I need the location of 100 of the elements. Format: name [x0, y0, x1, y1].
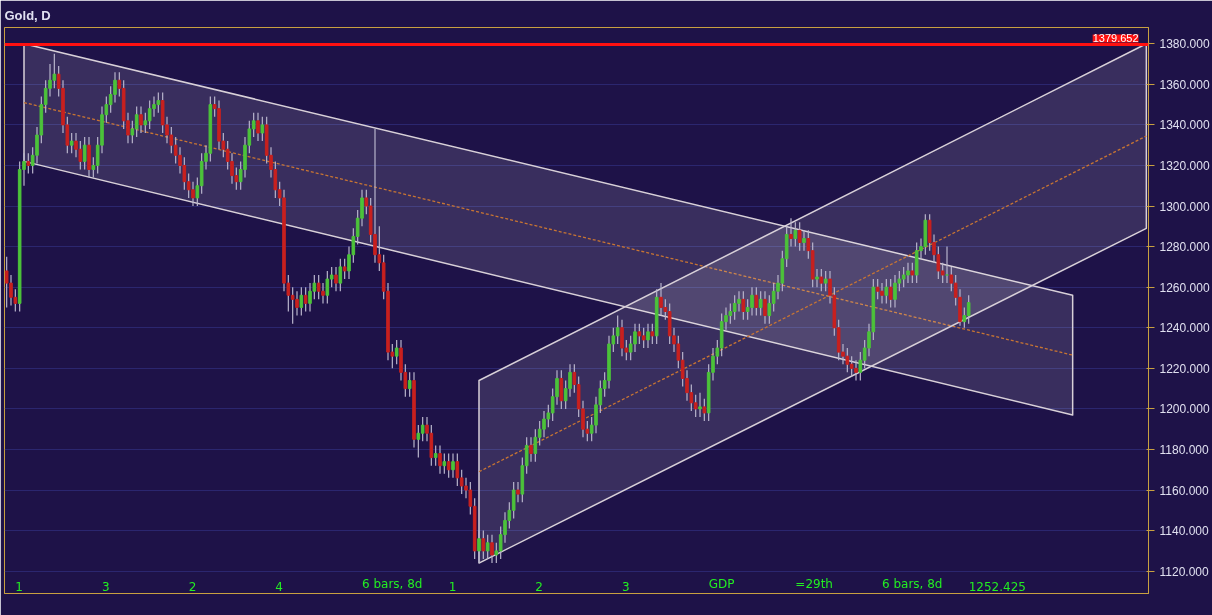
y-tick-label: 1220.000 [1159, 361, 1210, 376]
annotation: GDP [708, 576, 735, 591]
candlestick [407, 371, 412, 398]
candlestick [113, 71, 117, 104]
candlestick [74, 132, 78, 158]
candlestick [533, 428, 538, 463]
candlestick [438, 444, 442, 475]
candlestick [646, 323, 650, 349]
candlestick [490, 534, 494, 564]
candlestick [858, 351, 863, 382]
candlestick [303, 286, 308, 313]
candlestick [325, 270, 330, 304]
candlestick [230, 152, 234, 185]
annotation: 6 bars, 8d [362, 576, 423, 591]
candlestick [966, 294, 971, 325]
y-tick-label: 1120.000 [1159, 564, 1209, 579]
candlestick [256, 112, 260, 142]
candlestick [737, 290, 741, 313]
y-tick-label: 1200.000 [1159, 402, 1210, 417]
candlestick [334, 266, 338, 292]
y-tick-label: 1320.000 [1159, 158, 1210, 173]
y-tick-label: 1140.000 [1159, 524, 1209, 539]
candlestick [823, 270, 828, 292]
candlestick [529, 436, 533, 463]
candlestick [797, 221, 802, 252]
candlestick [901, 266, 906, 288]
y-tick-label: 1240.000 [1159, 321, 1210, 336]
candlestick [758, 290, 763, 317]
ref-line-label: 1379.652 [1092, 32, 1139, 45]
annotation: 1 [448, 579, 457, 594]
candlestick [854, 359, 858, 382]
candlestick [793, 221, 798, 248]
candlestick [641, 327, 646, 349]
candlestick [754, 286, 759, 317]
candlestick [732, 294, 737, 321]
candlestick [477, 530, 481, 564]
candlestick [134, 106, 139, 138]
annotation: =29th [795, 576, 833, 591]
candlestick [893, 274, 897, 309]
candlestick [420, 416, 425, 442]
candlestick [637, 323, 642, 345]
candlestick [815, 268, 819, 288]
candlestick [143, 112, 148, 134]
candlestick [741, 290, 746, 321]
candlestick [9, 274, 13, 307]
candlestick [69, 132, 74, 154]
y-tick-label: 1300.000 [1159, 199, 1210, 214]
candlestick [433, 444, 438, 467]
candlestick [767, 294, 772, 325]
y-tick-label: 1160.000 [1159, 483, 1209, 498]
candlestick [542, 410, 546, 438]
candlestick [763, 290, 767, 325]
y-tick-label: 1380.000 [1159, 37, 1210, 52]
annotation: 6 bars, 8d [882, 576, 943, 591]
candlestick [321, 282, 325, 304]
candlestick [906, 262, 910, 284]
candlestick [485, 534, 490, 560]
annotation: 1 [15, 579, 23, 594]
candlestick [888, 278, 893, 309]
candlestick [650, 323, 655, 345]
y-tick-label: 1280.000 [1159, 240, 1210, 255]
candlestick [659, 282, 663, 317]
candlestick [308, 282, 312, 313]
candlestick [884, 278, 889, 304]
candlestick [442, 452, 447, 475]
candlestick [880, 282, 884, 304]
annotation: 3 [102, 579, 110, 594]
candlestick [82, 136, 87, 171]
candlestick [147, 99, 152, 130]
annotation: 2 [188, 579, 197, 594]
chart-title: Gold, D [4, 7, 51, 23]
candlestick [802, 229, 806, 252]
candlestick [152, 95, 156, 118]
y-tick-label: 1360.000 [1159, 77, 1210, 92]
candlestick [481, 530, 486, 560]
candlestick [789, 217, 793, 248]
candlestick [819, 268, 824, 292]
candlestick [290, 286, 295, 325]
candlestick [511, 481, 516, 520]
candlestick [451, 452, 455, 479]
candlestick [316, 274, 321, 300]
annotation: 2 [535, 579, 543, 594]
candlestick [698, 392, 702, 418]
candlestick [299, 286, 304, 317]
annotation: 1252.425 [968, 579, 1026, 594]
candlestick [139, 106, 143, 134]
candlestick [455, 452, 460, 487]
y-tick-label: 1260.000 [1159, 280, 1210, 295]
candlestick [962, 306, 967, 329]
candlestick [849, 355, 854, 378]
annotation: 4 [275, 579, 283, 594]
candlestick [615, 314, 620, 345]
candlestick [4, 256, 9, 309]
candlestick [156, 91, 161, 114]
candlestick [845, 347, 850, 373]
candlestick [875, 278, 880, 300]
candlestick [693, 394, 698, 418]
candlestick [373, 128, 377, 264]
candlestick [295, 290, 299, 317]
candlestick [260, 116, 265, 142]
